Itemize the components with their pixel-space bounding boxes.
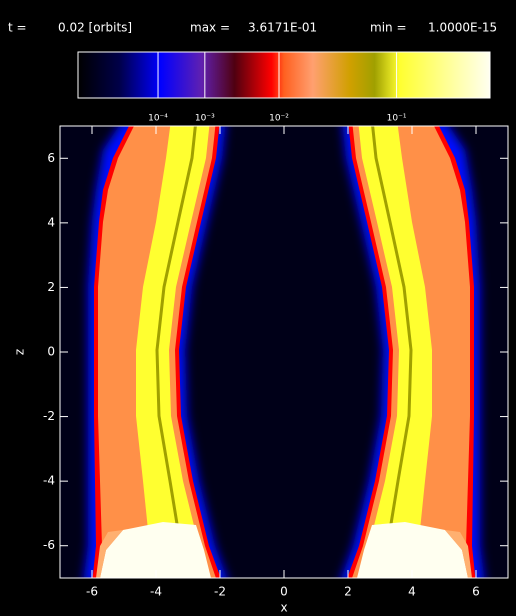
y-tick-label: 0 <box>47 345 55 359</box>
y-tick-label: 6 <box>47 151 55 165</box>
y-tick-label: -6 <box>43 538 55 552</box>
x-tick-label: -4 <box>150 585 162 599</box>
colorbar-tick-label: 10⁻³ <box>195 114 215 124</box>
time-label: t = <box>8 21 27 35</box>
min-value: 1.0000E-15 <box>428 21 497 35</box>
max-label: max = <box>190 21 230 35</box>
y-axis-label: z <box>13 349 27 355</box>
time-value: 0.02 [orbits] <box>58 21 132 35</box>
y-tick-label: -4 <box>43 474 55 488</box>
max-value: 3.6171E-01 <box>248 21 317 35</box>
y-tick-label: 2 <box>47 280 55 294</box>
min-label: min = <box>370 21 407 35</box>
x-axis-label: x <box>280 601 287 615</box>
x-tick-label: -6 <box>86 585 98 599</box>
x-tick-label: -2 <box>214 585 226 599</box>
colorbar-tick-label: 10⁻⁴ <box>148 114 168 124</box>
x-tick-label: 2 <box>344 585 352 599</box>
x-tick-label: 4 <box>408 585 416 599</box>
heatmap <box>60 126 508 578</box>
x-tick-label: 6 <box>472 585 480 599</box>
x-tick-label: 0 <box>280 585 288 599</box>
colorbar <box>77 51 491 99</box>
y-tick-label: 4 <box>47 215 55 229</box>
colorbar-tick-label: 10⁻² <box>269 114 289 124</box>
y-tick-label: -2 <box>43 409 55 423</box>
colorbar-tick-label: 10⁻¹ <box>387 114 407 124</box>
